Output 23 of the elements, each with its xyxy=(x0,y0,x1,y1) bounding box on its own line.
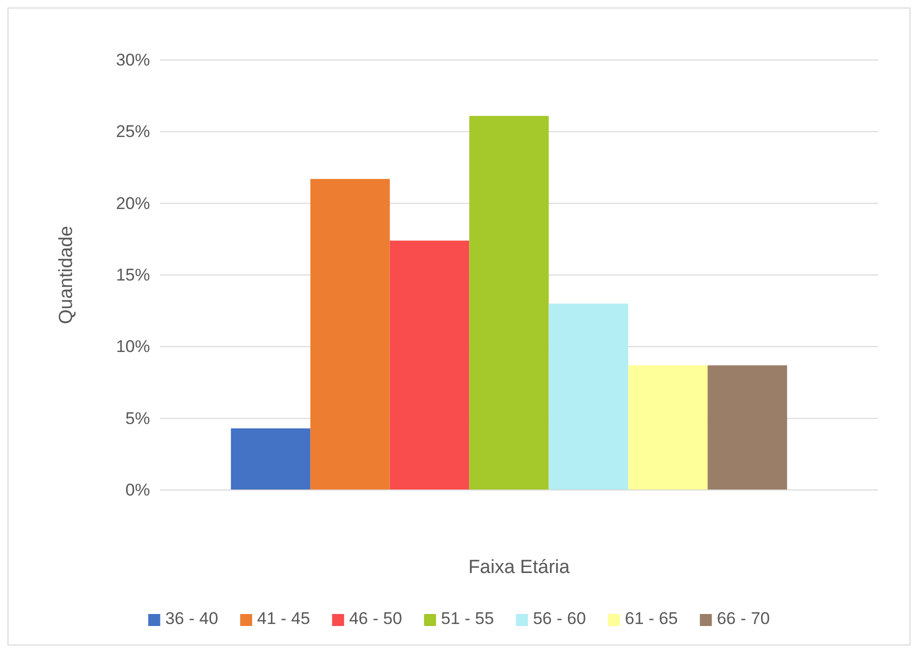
x-axis-title: Faixa Etária xyxy=(468,557,570,578)
y-tick-label: 5% xyxy=(125,408,150,428)
legend-label: 36 - 40 xyxy=(165,609,218,628)
bar xyxy=(548,304,628,490)
y-tick-label: 20% xyxy=(116,194,150,213)
y-tick-label: 10% xyxy=(116,337,150,356)
y-tick-label: 30% xyxy=(116,50,150,70)
y-axis-title: Quantidade xyxy=(56,226,77,324)
bar xyxy=(310,178,390,490)
legend-label: 66 - 70 xyxy=(716,609,770,628)
bar xyxy=(390,240,470,490)
y-tick-label: 25% xyxy=(116,122,150,142)
bar xyxy=(708,365,788,490)
bar xyxy=(230,428,310,490)
legend-label: 51 - 55 xyxy=(441,609,494,628)
legend-label: 46 - 50 xyxy=(349,609,402,628)
bar xyxy=(469,116,549,490)
legend-label: 61 - 65 xyxy=(624,609,678,628)
y-tick-label: 0% xyxy=(125,480,150,500)
bar xyxy=(628,365,708,490)
y-tick-label: 15% xyxy=(116,265,150,284)
legend-label: 41 - 45 xyxy=(257,609,310,628)
legend-label: 56 - 60 xyxy=(532,609,586,628)
